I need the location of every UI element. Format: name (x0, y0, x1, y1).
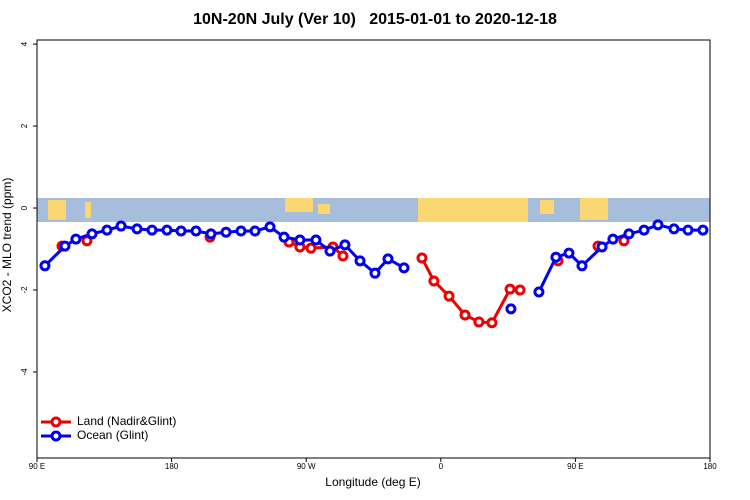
point (146, 224, 158, 236)
series-line (43, 223, 703, 293)
y-axis-label: XCO2 - MLO trend (ppm) (0, 178, 14, 313)
point (205, 228, 217, 240)
point (339, 239, 351, 251)
point (563, 247, 575, 259)
point (576, 260, 588, 272)
chart-title: 10N-20N July (Ver 10) 2015-01-01 to 2020… (193, 11, 557, 28)
point (550, 251, 562, 263)
point (638, 224, 650, 236)
legend-marker (50, 430, 62, 442)
y-tick-label: -2 (20, 286, 29, 294)
point (514, 284, 526, 296)
x-axis-label: Longitude (deg E) (325, 475, 420, 489)
point (324, 245, 336, 257)
point (596, 241, 608, 253)
point (443, 290, 455, 302)
map-strip (37, 198, 710, 222)
x-tick-label: 90 E (29, 462, 45, 471)
legend: Land (Nadir&Glint)Ocean (Glint) (41, 414, 176, 442)
point (486, 317, 498, 329)
point (249, 225, 261, 237)
point (161, 224, 173, 236)
point (86, 228, 98, 240)
point (382, 253, 394, 265)
point (473, 316, 485, 328)
point (369, 267, 381, 279)
x-tick-label: 90 E (567, 462, 583, 471)
point (354, 255, 366, 267)
x-tick-label: 180 (703, 462, 717, 471)
point (505, 303, 517, 315)
plot-frame (36, 39, 711, 459)
point (459, 309, 471, 321)
x-tick-label: 0 (439, 462, 444, 471)
point (101, 224, 113, 236)
point (668, 223, 680, 235)
point (190, 225, 202, 237)
point (533, 286, 545, 298)
y-tick-label: -4 (20, 368, 29, 376)
x-tick-label: 90 W (297, 462, 316, 471)
point (652, 219, 664, 231)
legend-label: Land (Nadir&Glint) (77, 414, 176, 428)
point (416, 252, 428, 264)
y-tick-label: 0 (20, 205, 29, 210)
point (310, 234, 322, 246)
point (39, 260, 51, 272)
y-tick-label: 4 (20, 41, 29, 46)
point (131, 223, 143, 235)
legend-marker (50, 416, 62, 428)
point (337, 250, 349, 262)
y-tick-label: 2 (20, 123, 29, 128)
point (220, 226, 232, 238)
point (398, 262, 410, 274)
point (70, 233, 82, 245)
point (682, 224, 694, 236)
point (428, 275, 440, 287)
point (235, 225, 247, 237)
point (294, 234, 306, 246)
point (697, 224, 709, 236)
legend-label: Ocean (Glint) (77, 428, 148, 442)
point (504, 283, 516, 295)
point (115, 220, 127, 232)
point (264, 221, 276, 233)
point (175, 225, 187, 237)
point (305, 242, 317, 254)
x-tick-label: 180 (165, 462, 179, 471)
point (607, 233, 619, 245)
point (59, 240, 71, 252)
point (623, 228, 635, 240)
point (278, 231, 290, 243)
